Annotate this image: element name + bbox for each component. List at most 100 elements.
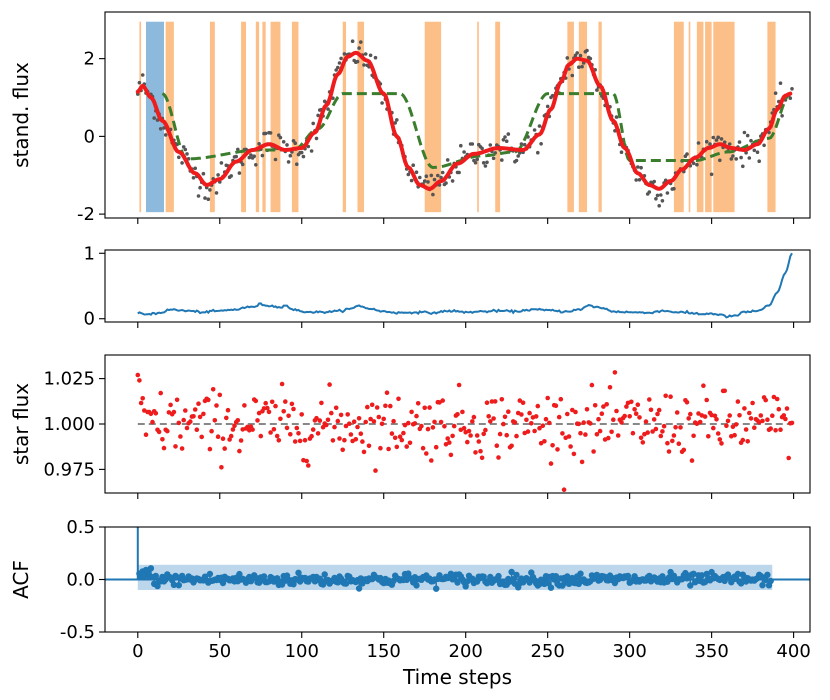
flux-point [773,91,778,95]
star-flux-point [363,419,369,425]
acf-point [764,571,771,578]
outlier-band [696,21,704,213]
flux-point [696,141,701,145]
flux-point [745,133,750,138]
star-flux-point [765,417,770,423]
star-flux-point [365,404,370,410]
weight-plot-area [137,252,793,319]
star-flux-point [712,413,718,419]
star-flux-point [589,382,595,388]
star-flux-point [184,425,190,431]
outlier-band [567,21,574,213]
acf-point [544,579,551,587]
star-flux-point [537,425,542,431]
flux-point [488,143,493,147]
star-flux-point [135,372,141,378]
star-flux-point [474,433,480,438]
flux-point [359,40,363,44]
flux-point [216,173,220,177]
star-flux-point [737,413,742,418]
star-flux-point [786,455,791,461]
acf-point [737,580,745,587]
star-flux-point [356,416,362,421]
star-flux-point [555,447,560,452]
star-flux-point [768,426,773,431]
star-flux-point [450,433,455,439]
star-flux-point [191,414,196,419]
x-tick-label: 250 [530,641,564,662]
star-flux-point [661,423,667,429]
star-flux-point [604,402,609,407]
star-flux-point [384,390,390,396]
star-flux-point [622,413,627,419]
star-flux-point [219,465,224,470]
star-flux-point [255,418,260,423]
flux-point [709,172,714,177]
star-flux-point [299,412,305,417]
acf-point [624,572,632,580]
flux-point [741,164,745,169]
star-flux-point [425,426,431,432]
x-tick-label: 300 [612,641,646,662]
flux-point [414,170,419,174]
acf-point [170,581,178,588]
star-flux-point [271,427,277,432]
star-flux-point [732,432,737,438]
flux-point [762,143,766,148]
flux-point [654,197,658,201]
star-flux-point [183,408,188,413]
star-flux-point [565,411,570,417]
star-flux-point [473,450,478,455]
star-flux-point [402,422,408,428]
flux-point [293,141,298,145]
acf-point [147,565,155,572]
star-flux-point [412,421,418,426]
outlier-band [713,21,735,213]
star-flux-point [150,419,155,425]
flux-point [580,64,584,69]
acf-point [508,568,515,576]
acf-point [236,570,243,578]
star-flux-point [345,412,351,417]
flux-point [183,147,188,152]
flux-point [309,149,314,153]
flux-point [254,163,258,167]
star-flux-point [524,417,529,423]
star-flux-point [612,370,618,375]
acf-point [454,579,461,586]
flux-point [337,61,342,65]
star-flux-point [676,441,682,447]
outlier-band [255,21,260,213]
star-flux-point [197,414,203,420]
star-flux-point [492,399,498,404]
acf-point [342,580,350,587]
flux-point [483,164,488,168]
star-flux-point [309,433,314,439]
star-flux-point [355,424,360,430]
acf-point [759,582,766,589]
flux-point [636,165,640,169]
star-flux-point [637,415,642,420]
flux-point [237,171,242,175]
flux-point [285,143,289,147]
star-flux-point [599,411,605,417]
flux-point [500,158,504,162]
star-flux-point [609,429,614,435]
flux-point [634,178,638,182]
star-flux-point [592,403,598,408]
star-flux-point [176,420,182,426]
star-flux-point [647,397,652,402]
acf-point [433,585,440,592]
star-flux-point [378,445,383,451]
star-flux-point [353,437,359,442]
flux-point [516,154,520,158]
flux-point [273,157,278,162]
flux-point [286,160,291,164]
star-flux-point [143,432,149,438]
star-flux-point [269,399,275,405]
star-flux-point [432,419,437,425]
star-flux-point [325,417,331,423]
star-flux-point [445,436,451,441]
outlier-band [209,21,215,213]
star-flux-point [601,404,606,409]
